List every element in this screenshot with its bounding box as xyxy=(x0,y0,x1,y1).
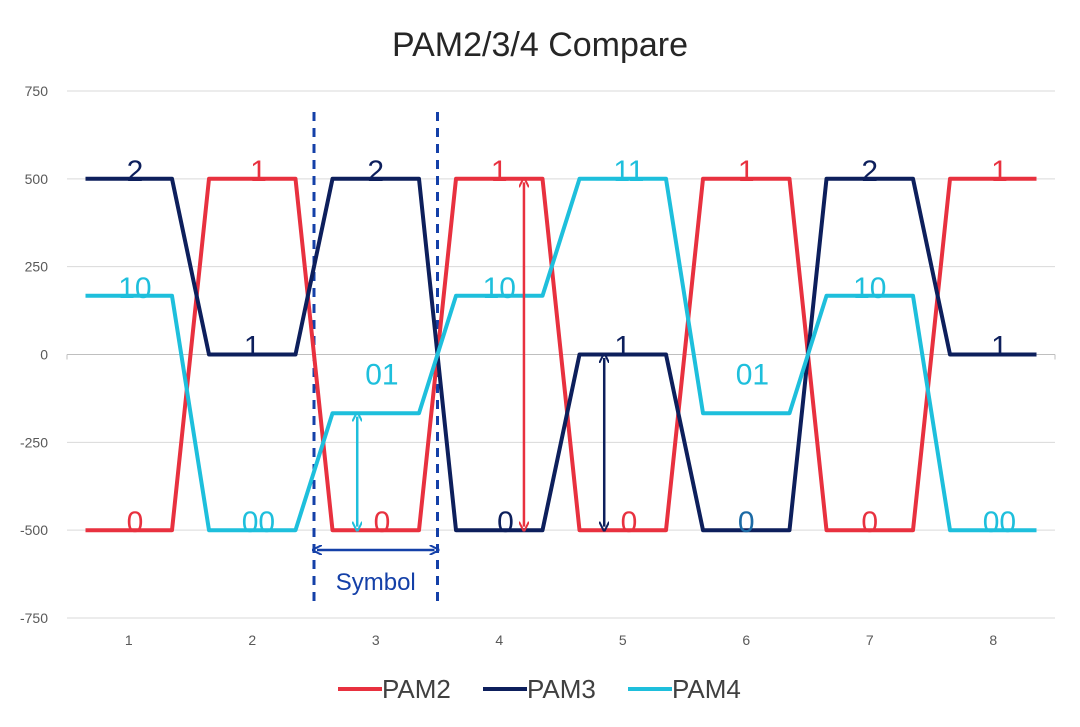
level-label: 2 xyxy=(367,155,384,188)
amplitude-arrows xyxy=(357,182,604,526)
y-tick-label: -500 xyxy=(20,522,48,538)
level-label: 1 xyxy=(738,155,755,188)
y-tick-label: 500 xyxy=(25,171,49,187)
level-label: 01 xyxy=(736,359,769,392)
level-label: 01 xyxy=(365,359,398,392)
series-line-pam2 xyxy=(85,176,1037,533)
level-label: 10 xyxy=(118,272,151,305)
symbol-label: Symbol xyxy=(336,569,416,596)
series-line-pam4 xyxy=(85,176,1037,533)
legend-label-pam4: PAM4 xyxy=(672,674,741,704)
level-label: 0 xyxy=(861,506,878,539)
level-label: 0 xyxy=(374,506,391,539)
level-label: 10 xyxy=(853,272,886,305)
y-tick-label: -750 xyxy=(20,610,48,626)
y-tick-label: 750 xyxy=(25,83,49,99)
y-tick-label: 0 xyxy=(40,347,48,363)
x-tick-label: 4 xyxy=(495,632,503,648)
level-label: 1 xyxy=(244,331,261,364)
level-label: 1 xyxy=(250,155,267,188)
level-label: 0 xyxy=(621,506,638,539)
level-label: 10 xyxy=(483,272,516,305)
level-label: 00 xyxy=(983,506,1016,539)
x-tick-label: 7 xyxy=(866,632,874,648)
level-label: 1 xyxy=(991,155,1008,188)
legend: PAM2 PAM3 PAM4 xyxy=(338,674,741,704)
chart-title: PAM2/3/4 Compare xyxy=(392,26,688,64)
level-label: 1 xyxy=(991,331,1008,364)
y-tick-label: 250 xyxy=(25,259,49,275)
level-label: 2 xyxy=(861,155,878,188)
level-label: 0 xyxy=(738,506,755,539)
series-line-pam3 xyxy=(85,176,1037,533)
level-label: 1 xyxy=(491,155,508,188)
series-lines xyxy=(85,176,1037,533)
x-tick-label: 2 xyxy=(248,632,256,648)
legend-label-pam3: PAM3 xyxy=(527,674,596,704)
x-tick-label: 8 xyxy=(989,632,997,648)
x-tick-label: 1 xyxy=(125,632,133,648)
legend-label-pam2: PAM2 xyxy=(382,674,451,704)
level-label: 0 xyxy=(497,506,514,539)
level-label: 0 xyxy=(127,506,144,539)
level-label: 1 xyxy=(614,331,631,364)
y-tick-label: -250 xyxy=(20,434,48,450)
x-axis-ticks: 1 2 3 4 5 6 7 8 xyxy=(66,354,1056,648)
y-axis-ticks: 750 500 250 0 -250 -500 -750 xyxy=(20,83,48,626)
x-tick-label: 3 xyxy=(372,632,380,648)
level-label: 11 xyxy=(613,155,644,188)
level-label: 2 xyxy=(127,155,144,188)
x-tick-label: 5 xyxy=(619,632,627,648)
x-tick-label: 6 xyxy=(742,632,750,648)
level-label: 00 xyxy=(242,506,275,539)
